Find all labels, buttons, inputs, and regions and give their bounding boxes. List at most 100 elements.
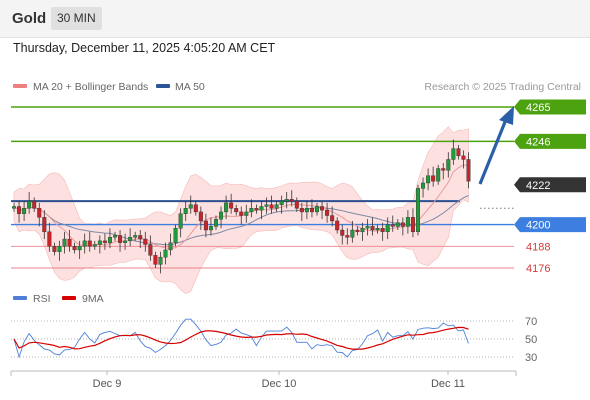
x-tick-label: Dec 10 xyxy=(262,378,297,390)
candle xyxy=(158,251,163,274)
candle xyxy=(375,224,380,234)
x-tick-label: Dec 9 xyxy=(93,378,122,390)
candle xyxy=(87,231,92,252)
candle-body xyxy=(380,228,385,233)
candle xyxy=(340,224,345,245)
candle xyxy=(92,240,97,250)
candle xyxy=(461,150,466,169)
candle-body xyxy=(102,240,107,243)
candle xyxy=(380,222,385,241)
candle-body xyxy=(284,199,289,202)
rsi-tick-70: 70 xyxy=(525,316,537,328)
candle-body xyxy=(431,175,436,182)
candle-body xyxy=(37,208,42,218)
candle xyxy=(17,201,22,223)
candle-body xyxy=(279,200,284,205)
candle-body xyxy=(451,148,456,160)
candle-body xyxy=(229,202,234,209)
rsi-panel: 70 50 30 xyxy=(11,316,537,364)
candle xyxy=(264,197,269,214)
candle-body xyxy=(47,231,52,247)
candle-body xyxy=(385,224,390,233)
candle xyxy=(213,215,218,231)
rsi-ma-legend-swatch xyxy=(62,296,76,300)
candle-body xyxy=(456,148,461,157)
candle xyxy=(325,202,330,223)
candle xyxy=(42,210,47,240)
candle xyxy=(279,195,284,214)
candle-body xyxy=(213,218,218,227)
candle xyxy=(239,206,244,225)
candle-body xyxy=(259,206,264,211)
candle xyxy=(350,220,355,243)
candle-body xyxy=(42,217,47,233)
candle xyxy=(360,222,365,241)
candle-body xyxy=(82,240,87,247)
rsi-ma-legend-label: 9MA xyxy=(82,293,104,305)
candle-body xyxy=(426,175,431,184)
candle xyxy=(370,217,375,236)
candle-body xyxy=(32,200,37,209)
candle-body xyxy=(178,213,183,229)
candle-body xyxy=(208,226,213,231)
candle xyxy=(128,228,133,247)
candle xyxy=(163,242,168,265)
rsi-tick-30: 30 xyxy=(525,352,537,364)
candle xyxy=(37,202,42,227)
candle-body xyxy=(375,228,380,231)
rsi-legend-label: RSI xyxy=(33,293,51,305)
candle-body xyxy=(17,206,22,214)
candle xyxy=(365,219,370,236)
candle-body xyxy=(335,220,340,231)
candle xyxy=(133,231,138,241)
candle-body xyxy=(304,208,309,213)
candle xyxy=(320,201,325,220)
rsi-line xyxy=(13,318,469,359)
candle-body xyxy=(360,228,365,233)
candle-body xyxy=(97,240,102,245)
candle xyxy=(441,163,446,180)
candle-body xyxy=(22,208,27,214)
candle-body xyxy=(193,204,198,213)
candle-body xyxy=(416,188,421,233)
candle-body xyxy=(340,229,345,236)
candle xyxy=(244,204,249,223)
symbol-title: Gold xyxy=(12,10,47,27)
candle xyxy=(456,144,461,160)
candle-body xyxy=(436,168,441,182)
candle-body xyxy=(274,204,279,209)
candle-body xyxy=(446,159,451,171)
candle xyxy=(466,152,471,189)
timeframe-badge[interactable]: 30 MIN xyxy=(51,7,102,30)
candle-body xyxy=(239,211,244,216)
price-panel: 4265 4246 4222 4200 4188 4176 xyxy=(11,99,586,294)
candle xyxy=(153,251,158,268)
rsi-tick-50: 50 xyxy=(525,334,537,346)
candle xyxy=(234,204,239,216)
candle-body xyxy=(163,249,168,258)
candle xyxy=(390,215,395,232)
candle-body xyxy=(289,199,294,202)
candle xyxy=(168,233,173,256)
candle xyxy=(416,184,421,236)
candle xyxy=(274,201,279,212)
candle-body xyxy=(138,235,143,240)
candle xyxy=(395,219,400,231)
candle xyxy=(289,190,294,207)
candle-body xyxy=(249,208,254,213)
candle xyxy=(188,195,193,214)
candle-body xyxy=(269,204,274,209)
candle xyxy=(335,217,340,234)
candle xyxy=(77,240,82,259)
candle-body xyxy=(365,226,370,229)
candle-body xyxy=(168,242,173,251)
candle-body xyxy=(123,240,128,243)
candle-body xyxy=(421,182,426,189)
candle xyxy=(385,217,390,240)
candle xyxy=(62,231,67,254)
candle xyxy=(47,222,52,252)
candle-body xyxy=(320,206,325,211)
candle-body xyxy=(264,204,269,207)
candle-body xyxy=(203,220,208,231)
